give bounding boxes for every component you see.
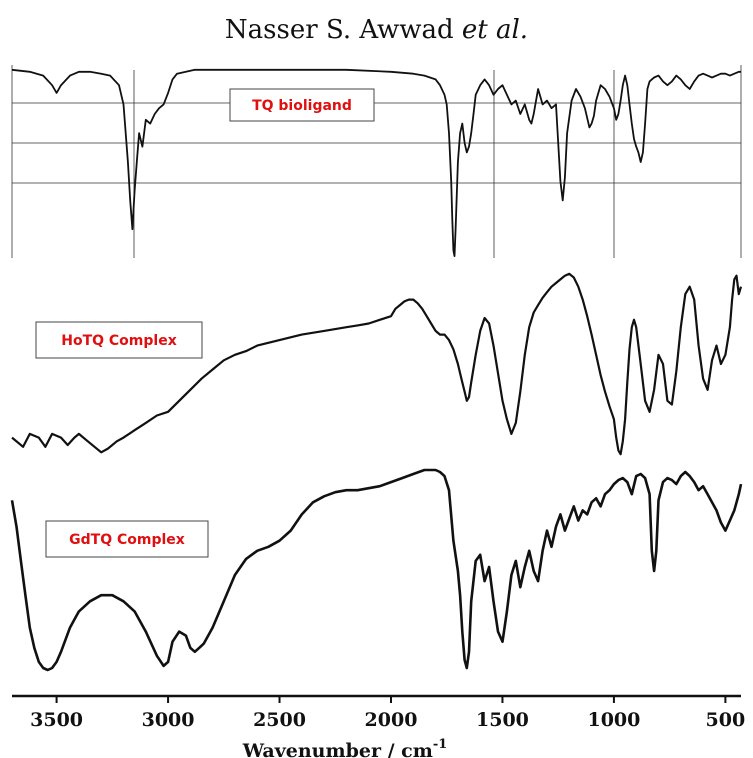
spectrum-line-tq-bioligand (11, 68, 741, 257)
legend-label-tq: TQ bioligand (229, 88, 375, 122)
legend-label-hotq: HoTQ Complex (35, 321, 203, 359)
x-tick-label-2000: 2000 (365, 709, 418, 731)
page-header: Nasser S. Awwad et al. (0, 0, 753, 50)
x-tick-label-1500: 1500 (476, 709, 529, 731)
top-panel-grid (11, 65, 742, 258)
x-tick-label-3500: 3500 (30, 709, 83, 731)
x-axis-label: Wavenumber / cm-1 (242, 737, 448, 758)
x-axis-label-text: Wavenumber / cm (242, 740, 433, 758)
legend-label-gdtq: GdTQ Complex (45, 520, 209, 558)
x-axis-label-sup: -1 (433, 737, 447, 752)
x-tick-label-500: 500 (706, 709, 746, 731)
author-suffix: et al. (461, 15, 529, 45)
spectrum-line-gdtq-complex (10, 468, 743, 672)
spectrum-line-hotq-complex (11, 272, 743, 456)
x-tick-label-2500: 2500 (253, 709, 306, 731)
x-tick-label-3000: 3000 (142, 709, 195, 731)
legend-text-gdtq: GdTQ Complex (69, 532, 185, 548)
legend-text-hotq: HoTQ Complex (61, 333, 177, 349)
author-name: Nasser S. Awwad (224, 15, 454, 45)
x-axis-ticks: 3500 3000 2500 2000 1500 1000 500 (30, 696, 745, 731)
x-tick-label-1000: 1000 (587, 709, 640, 731)
legend-text-tq: TQ bioligand (252, 98, 352, 114)
